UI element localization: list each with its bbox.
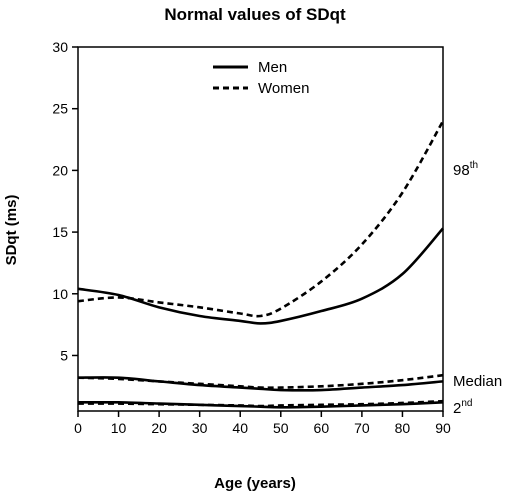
legend-label-women: Women: [258, 80, 309, 97]
y-tick-label: 30: [52, 39, 68, 55]
y-tick-label: 5: [60, 347, 68, 363]
x-tick-label: 80: [395, 420, 411, 436]
legend: Men Women: [213, 59, 309, 97]
series-line-women-98th: [77, 120, 445, 318]
label-98th: 98th: [453, 160, 478, 179]
label-median: Median: [453, 373, 502, 390]
x-tick-label: 60: [314, 420, 330, 436]
x-tick-label: 20: [151, 420, 167, 436]
series-line-women-2nd: [77, 399, 444, 408]
chart-title: Normal values of SDqt: [164, 5, 346, 24]
y-tick-label: 15: [52, 224, 68, 240]
x-tick-label: 40: [232, 420, 248, 436]
plot-frame: [77, 46, 444, 412]
label-98th-base: 98: [453, 162, 470, 179]
x-tick-label: 50: [273, 420, 289, 436]
series-line-women-median: [77, 373, 444, 390]
x-tick-label: 30: [192, 420, 208, 436]
label-2nd-sup: nd: [461, 398, 472, 409]
x-tick-label: 90: [435, 420, 451, 436]
legend-label-men: Men: [258, 59, 287, 76]
y-tick-label: 20: [52, 162, 68, 178]
x-tick-label: 10: [111, 420, 127, 436]
x-axis-label: Age (years): [214, 475, 296, 492]
label-2nd-base: 2: [453, 400, 461, 417]
y-tick-label: 25: [52, 101, 68, 117]
label-2nd: 2nd: [453, 398, 472, 417]
label-98th-sup: th: [470, 160, 478, 171]
axis-ticks: 0 10 20 30 40 50 60 70 80 90 5 10 15 20 25 30: [52, 39, 451, 436]
series-line-men-98th: [77, 227, 444, 325]
x-tick-label: 0: [74, 420, 82, 436]
y-axis-label: SDqt (ms): [3, 195, 20, 266]
y-tick-label: 10: [52, 286, 68, 302]
x-tick-label: 70: [354, 420, 370, 436]
data-curves: [77, 120, 445, 409]
